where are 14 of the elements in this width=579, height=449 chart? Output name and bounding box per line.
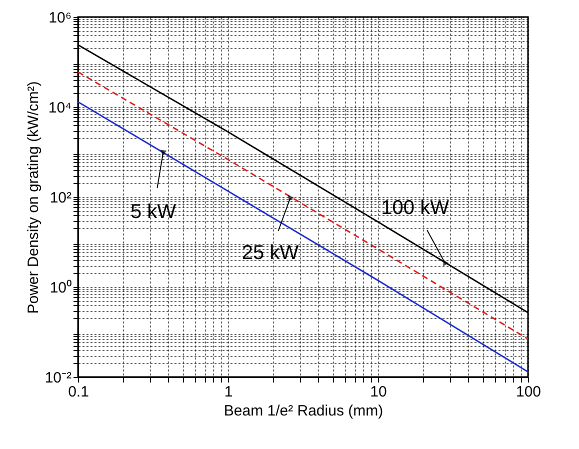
annotation: 100 kW bbox=[381, 197, 450, 220]
x-tick-label: 1 bbox=[224, 384, 233, 400]
y-tick-label: 10² bbox=[50, 190, 72, 206]
y-tick-label: 10⁶ bbox=[48, 10, 72, 26]
x-tick-label: 100 bbox=[516, 384, 542, 400]
y-tick-label: 10⁴ bbox=[48, 100, 72, 116]
y-axis-title: Power Density on grating (kW/cm²) bbox=[24, 81, 42, 314]
y-tick-label: 10⁻² bbox=[44, 370, 72, 386]
annotation: 5 kW bbox=[130, 201, 176, 223]
x-tick-label: 10 bbox=[370, 384, 387, 400]
x-axis-title: Beam 1/e² Radius (mm) bbox=[224, 402, 384, 420]
x-tick-label: 0.1 bbox=[68, 384, 89, 400]
y-tick-label: 10⁰ bbox=[50, 280, 72, 296]
annotation: 25 kW bbox=[242, 242, 299, 264]
